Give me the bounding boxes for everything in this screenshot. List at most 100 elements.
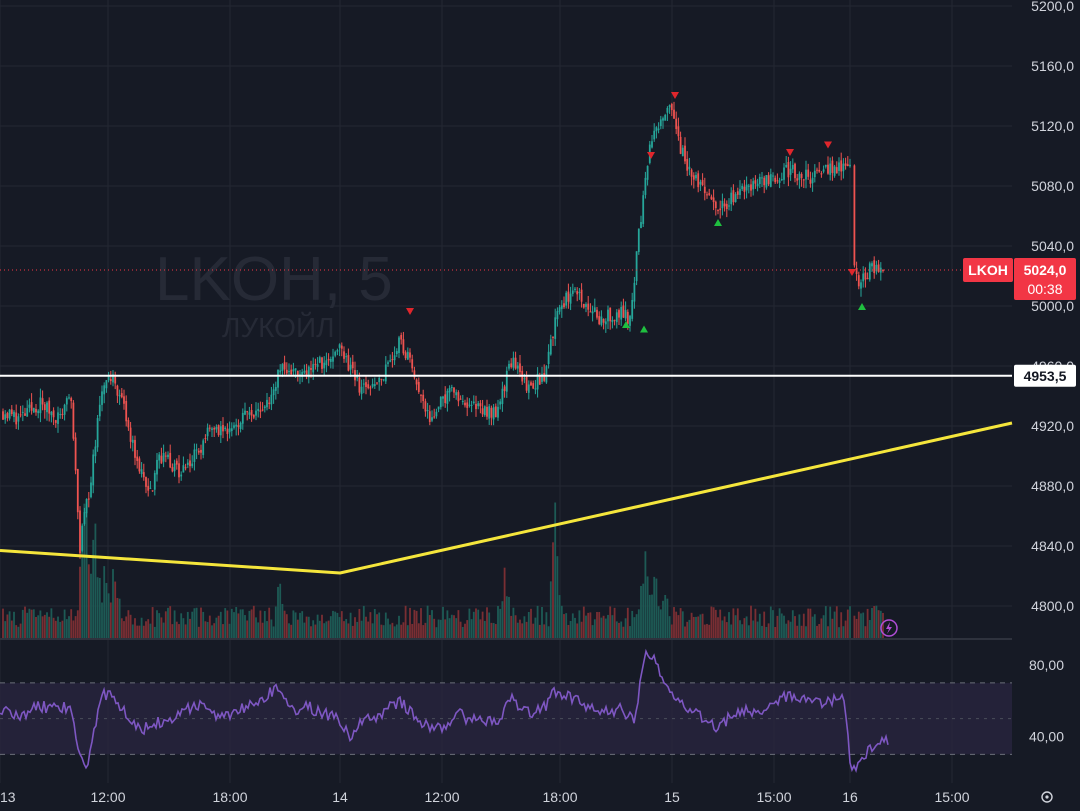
candle-body — [85, 499, 88, 514]
volume-bar — [35, 616, 37, 638]
candle-body — [796, 178, 799, 181]
volume-bar — [530, 608, 532, 638]
volume-bar — [510, 615, 513, 638]
candle-body — [334, 351, 337, 356]
volume-bar — [219, 611, 222, 638]
volume-bar — [48, 616, 51, 638]
candle-body — [259, 410, 262, 412]
candle-body — [167, 454, 169, 458]
volume-bar — [646, 576, 649, 638]
settings-icon-ring — [1041, 791, 1053, 803]
candle-body — [593, 307, 596, 312]
candle-body — [732, 190, 735, 203]
volume-bar — [41, 616, 44, 638]
candle-body — [61, 414, 64, 416]
candle-body — [492, 407, 495, 420]
candle-body — [635, 251, 638, 282]
candle-body — [818, 169, 821, 172]
volume-bar — [61, 620, 64, 638]
candle-body — [442, 396, 444, 399]
candle-body — [46, 402, 48, 413]
volume-bar — [842, 626, 845, 638]
volume-bar — [365, 616, 367, 638]
volume-bar — [519, 619, 521, 638]
candle-body — [171, 467, 174, 472]
volume-bar — [321, 614, 323, 638]
candle-body — [637, 228, 640, 252]
volume-bar — [794, 616, 796, 638]
candle-body — [772, 175, 774, 177]
volume-bar — [879, 610, 882, 638]
volume-bar — [129, 614, 132, 638]
candle-body — [453, 387, 455, 393]
price-tick-label: 4840,0 — [1031, 538, 1074, 554]
volume-bar — [241, 609, 244, 638]
candle-body — [235, 424, 238, 427]
settings-icon[interactable] — [1041, 791, 1053, 803]
volume-bar — [10, 620, 13, 638]
volume-bar — [805, 626, 807, 638]
candle-body — [655, 127, 658, 132]
candle-body — [488, 406, 491, 419]
candle-body — [380, 378, 383, 380]
candle-body — [470, 404, 473, 406]
candle-body — [310, 368, 312, 370]
volume-bar — [393, 626, 396, 638]
volume-bar — [105, 582, 108, 638]
candle-body — [48, 400, 51, 414]
volume-bar — [96, 577, 99, 638]
volume-bar — [585, 615, 587, 638]
candle-body — [611, 320, 614, 323]
volume-bar — [114, 581, 117, 638]
lightning-icon[interactable] — [880, 619, 898, 637]
candle-body — [208, 427, 211, 429]
candle-body — [314, 363, 317, 365]
volume-bar — [569, 620, 572, 638]
volume-bar — [226, 610, 229, 638]
candle-body — [736, 191, 739, 195]
volume-bar — [30, 609, 33, 638]
volume-bar — [195, 607, 198, 638]
volume-bar — [882, 612, 884, 638]
candle-body — [446, 390, 449, 404]
volume-bar — [703, 624, 706, 638]
candle-body — [618, 310, 620, 318]
volume-bar — [802, 613, 805, 638]
candle-body — [664, 114, 667, 121]
candle-body — [398, 337, 400, 354]
volume-bar — [827, 626, 829, 638]
candle-body — [422, 394, 425, 402]
volume-bar — [162, 622, 165, 638]
candle-body — [345, 356, 348, 358]
volume-bar — [459, 621, 462, 638]
time-tick-label: 15:00 — [756, 789, 791, 805]
volume-bar — [206, 621, 209, 638]
volume-bar — [145, 621, 147, 638]
volume-bar — [402, 622, 405, 638]
volume-bar — [846, 609, 849, 638]
candle-body — [369, 387, 372, 389]
volume-bar — [774, 626, 777, 638]
candle-body — [532, 383, 535, 389]
candle-body — [739, 189, 741, 195]
candle-body — [508, 363, 510, 369]
drawings[interactable] — [0, 269, 1013, 575]
candle-body — [565, 292, 568, 306]
volume-bar — [279, 583, 282, 638]
volume-bar — [470, 619, 473, 638]
symbol-label-bg — [963, 258, 1013, 282]
trend-line[interactable] — [0, 421, 1013, 575]
candle-body — [563, 303, 565, 308]
volume-bar — [651, 594, 653, 638]
volume-bar — [266, 621, 268, 638]
candle-body — [202, 440, 205, 455]
candle-body — [855, 268, 858, 275]
volume-bar — [442, 606, 444, 638]
volume-bar — [798, 614, 801, 638]
volume-bar — [356, 621, 359, 638]
volume-bar — [695, 616, 697, 638]
volume-bar — [325, 621, 328, 638]
volume-bar — [116, 597, 119, 638]
candle-body — [312, 364, 315, 373]
volume-bar — [523, 616, 526, 638]
